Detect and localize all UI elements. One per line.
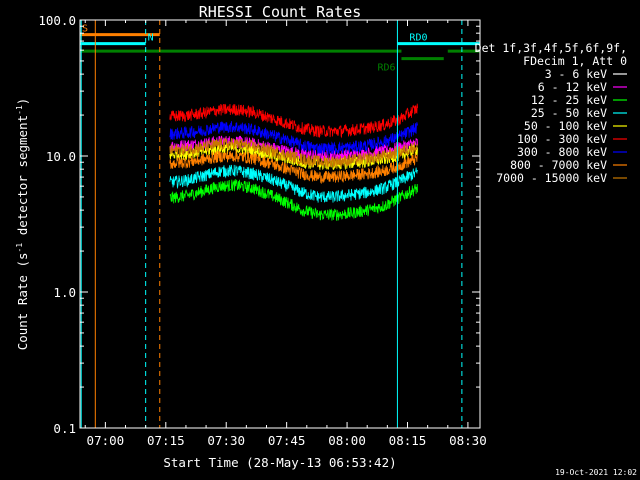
legend-header: FDecim 1, Att 0 xyxy=(523,54,627,68)
series-line xyxy=(169,186,418,234)
x-tick-label: 08:15 xyxy=(389,433,427,448)
x-tick-label: 07:15 xyxy=(147,433,185,448)
x-tick-label: 08:00 xyxy=(328,433,366,448)
series-group xyxy=(169,103,418,234)
legend-entry: 25 - 50 keV xyxy=(531,106,607,120)
y-tick-label: 0.1 xyxy=(53,421,76,436)
legend-header: Det 1f,3f,4f,5f,6f,9f, xyxy=(475,41,627,55)
y-axis-label-main: Count Rate (s xyxy=(15,252,30,350)
legend-entry: 300 - 800 keV xyxy=(517,145,607,159)
y-axis-label-end: ) xyxy=(15,98,30,106)
x-tick-label: 07:00 xyxy=(87,433,125,448)
chart-title: RHESSI Count Rates xyxy=(199,3,362,21)
flag-label: S xyxy=(82,24,88,35)
x-tick-label: 07:30 xyxy=(207,433,245,448)
legend: Det 1f,3f,4f,5f,6f,9f,FDecim 1, Att 03 -… xyxy=(475,41,627,185)
legend-entry: 800 - 7000 keV xyxy=(510,158,607,172)
y-tick-label: 1.0 xyxy=(53,285,76,300)
series-line xyxy=(169,121,418,156)
legend-entry: 50 - 100 keV xyxy=(524,119,607,133)
series-line xyxy=(169,164,418,203)
y-axis-label: Count Rate (s-1 detector segment-1) xyxy=(15,98,30,351)
generation-timestamp: 19-Oct-2021 12:02 xyxy=(555,468,637,477)
y-axis-label-middle: detector segment xyxy=(15,115,30,243)
event-lines xyxy=(80,20,463,428)
x-axis-label: Start Time (28-May-13 06:53:42) xyxy=(163,455,396,470)
flag-label: RD0 xyxy=(409,33,427,44)
flag-label: N xyxy=(148,33,154,44)
legend-entry: 7000 - 15000 keV xyxy=(496,171,607,185)
legend-entry: 6 - 12 keV xyxy=(538,80,607,94)
legend-entry: 3 - 6 keV xyxy=(545,67,607,81)
y-axis: 0.1 1.0 10.0 100.0 xyxy=(38,13,480,436)
y-axis-label-exponent-1: -1 xyxy=(15,243,24,253)
x-tick-label: 08:30 xyxy=(449,433,487,448)
series-line xyxy=(169,138,418,168)
flag-label: RD6 xyxy=(377,63,395,74)
flag-bars: S N RD0 RD6 xyxy=(80,24,480,74)
series-line xyxy=(169,179,418,222)
series-line xyxy=(169,149,418,185)
x-tick-label: 07:45 xyxy=(268,433,306,448)
legend-entry: 12 - 25 keV xyxy=(531,93,607,107)
y-tick-label: 10.0 xyxy=(46,149,76,164)
y-tick-label: 100.0 xyxy=(38,13,76,28)
plot-frame xyxy=(79,19,481,429)
legend-entry: 100 - 300 keV xyxy=(517,132,607,146)
y-axis-label-exponent-2: -1 xyxy=(15,105,24,115)
series-line xyxy=(169,103,418,139)
x-axis: 07:00 07:15 07:30 07:45 08:00 08:15 08:30 xyxy=(84,20,487,448)
